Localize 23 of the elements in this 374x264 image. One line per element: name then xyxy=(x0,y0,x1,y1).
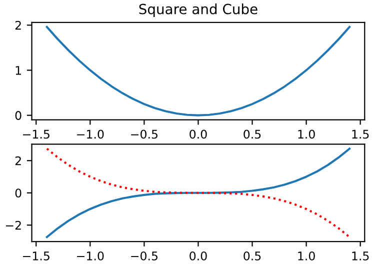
x-tick-label: 1.0 xyxy=(298,130,315,139)
y-tick-label: 2 xyxy=(15,20,21,30)
x-tick-label: 1.5 xyxy=(352,252,369,260)
x-tick-label: 1.5 xyxy=(352,130,369,139)
x-tick-label: −1.5 xyxy=(23,252,50,260)
x-tick-label: −1.0 xyxy=(77,251,104,260)
line-series xyxy=(46,148,351,238)
x-tick-label: −0.5 xyxy=(131,251,158,260)
x-tick-label: 0.0 xyxy=(190,130,207,139)
x-tick-label: 0.5 xyxy=(244,251,261,260)
x-tick-label: 0.5 xyxy=(244,130,261,139)
x-tick-label: 0.0 xyxy=(190,251,207,260)
x-tick-label: −1.0 xyxy=(77,130,104,139)
y-tick-label: 1 xyxy=(16,66,21,75)
line-series xyxy=(46,26,351,116)
chart-title: Square and Cube xyxy=(139,4,258,17)
x-tick-label: −0.5 xyxy=(131,130,158,139)
y-tick-label: 0 xyxy=(15,111,22,120)
y-tick-label: 2 xyxy=(15,156,21,166)
y-tick-label: −2 xyxy=(6,220,21,230)
x-tick-label: −1.5 xyxy=(23,130,50,139)
y-tick-label: 0 xyxy=(15,188,22,198)
x-tick-label: 1.0 xyxy=(298,251,315,260)
